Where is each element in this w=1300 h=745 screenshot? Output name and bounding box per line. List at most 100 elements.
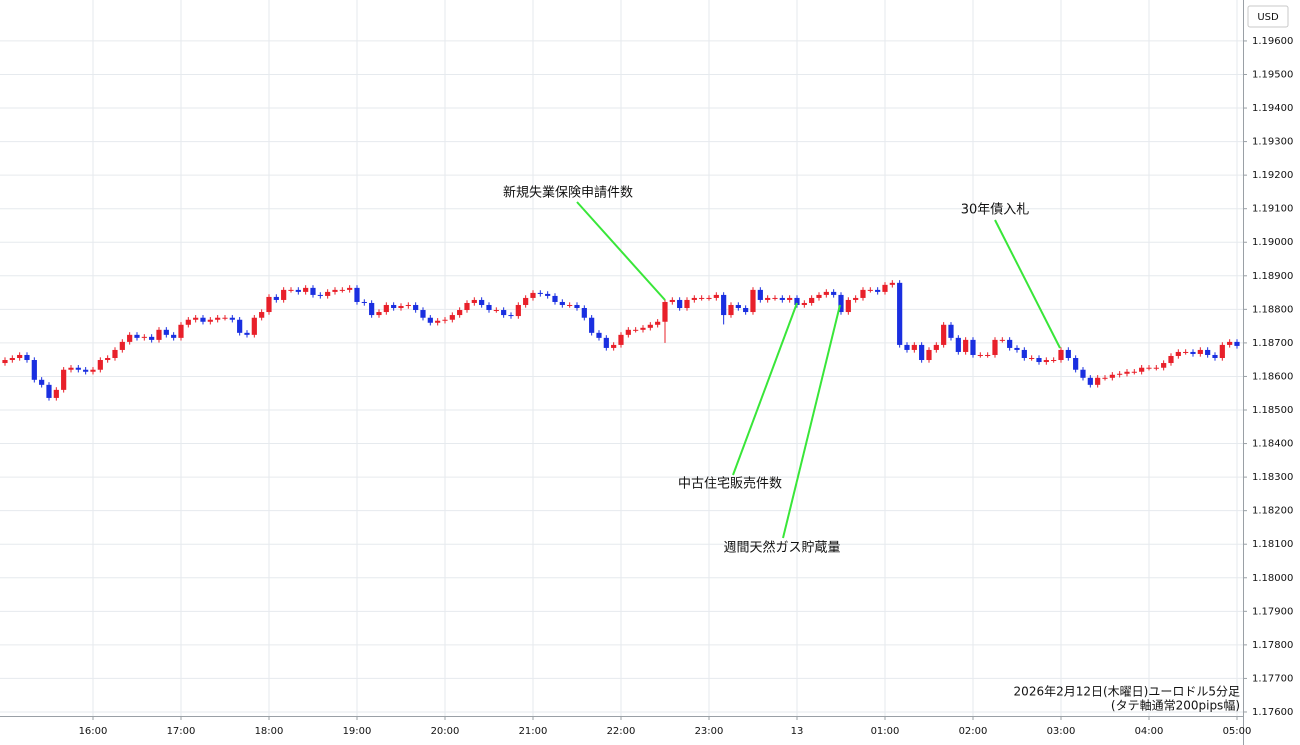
grid <box>0 0 1243 716</box>
candle-body <box>831 291 837 295</box>
candle-body <box>2 360 8 364</box>
candle-body <box>229 317 235 320</box>
candle-body <box>68 367 74 370</box>
candle-body <box>1102 377 1108 379</box>
candle-body <box>589 317 595 333</box>
candle-body <box>479 299 485 305</box>
x-tick-label: 20:00 <box>431 726 460 737</box>
candle-body <box>603 337 609 348</box>
candle-body <box>941 324 947 345</box>
candle-body <box>391 304 397 309</box>
x-tick-label: 16:00 <box>79 726 108 737</box>
y-tick-label: 1.17800 <box>1252 640 1293 651</box>
candle-body <box>1146 367 1152 369</box>
candle-body <box>141 336 147 338</box>
caption-line: (タテ軸通常200pips幅) <box>1111 698 1240 713</box>
x-tick-label: 23:00 <box>695 726 724 737</box>
candle-body <box>911 344 917 350</box>
annotation-line <box>732 302 798 476</box>
candle-body <box>119 341 125 350</box>
candle-body <box>171 334 177 338</box>
candle-body <box>662 301 668 322</box>
candle-body <box>684 299 690 309</box>
candle-body <box>442 319 448 321</box>
candle-body <box>361 301 367 303</box>
candle-body <box>1095 377 1101 385</box>
candle-body <box>699 297 705 299</box>
candle-body <box>750 289 756 313</box>
candle-body <box>295 289 301 292</box>
candle-body <box>633 329 639 331</box>
candle-body <box>889 282 895 285</box>
candle-body <box>1175 351 1181 356</box>
candle-body <box>1007 339 1013 348</box>
annotation-label: 中古住宅販売件数 <box>678 476 782 492</box>
candle-body <box>486 304 492 311</box>
candle-body <box>75 367 81 370</box>
candle-body <box>926 349 932 361</box>
candle-body <box>713 294 719 298</box>
y-tick-label: 1.19200 <box>1252 170 1293 181</box>
candle-body <box>405 304 411 306</box>
candle-body <box>970 339 976 355</box>
candle-body <box>39 379 45 385</box>
y-tick-label: 1.17700 <box>1252 673 1293 684</box>
candle-body <box>567 304 573 306</box>
candle-body <box>149 336 155 340</box>
candle-body <box>530 292 536 298</box>
candle-body <box>977 354 983 356</box>
candle-body <box>222 317 228 319</box>
candle-body <box>457 310 463 316</box>
candle-body <box>185 319 191 325</box>
candle-body <box>9 358 15 361</box>
candle-body <box>237 319 243 333</box>
candle-body <box>1021 349 1027 358</box>
candle-body <box>105 358 111 361</box>
candle-body <box>581 308 587 318</box>
x-tick-label: 05:00 <box>1223 726 1252 737</box>
annotation-label: 週間天然ガス貯蔵量 <box>723 540 840 556</box>
candle-body <box>955 337 961 352</box>
y-tick-label: 1.18700 <box>1252 338 1293 349</box>
annotation-label: 新規失業保険申請件数 <box>503 185 633 201</box>
candle-body <box>383 304 389 313</box>
candle-body <box>625 329 631 335</box>
candle-body <box>332 289 338 292</box>
candle-body <box>427 317 433 323</box>
candle-body <box>706 297 712 299</box>
x-tick-label: 13 <box>791 726 804 737</box>
candle-body <box>435 320 441 323</box>
candle-body <box>611 344 617 348</box>
y-tick-label: 1.17600 <box>1252 707 1293 718</box>
candles <box>2 280 1240 401</box>
candle-body <box>1036 358 1042 363</box>
candle-body <box>134 334 140 338</box>
y-tick-label: 1.19100 <box>1252 204 1293 215</box>
x-tick-label: 04:00 <box>1135 726 1164 737</box>
time-axis: 16:00 17:00 18:00 19:00 20:00 21:00 22:00 23:00… <box>79 716 1252 737</box>
candle-body <box>787 297 793 300</box>
candle-body <box>735 304 741 309</box>
annotation-line <box>994 219 1061 349</box>
candle-body <box>647 324 653 328</box>
candle-body <box>310 287 316 295</box>
candle-body <box>669 299 675 302</box>
y-tick-label: 1.18400 <box>1252 439 1293 450</box>
candle-body <box>537 292 543 294</box>
candle-body <box>1161 363 1167 368</box>
candle-body <box>1109 374 1115 378</box>
y-tick-label: 1.18100 <box>1252 539 1293 550</box>
price-axis: 1.17600 1.17700 1.17800 1.17900 1.18000 1.181… <box>1243 36 1293 718</box>
candle-body <box>493 310 499 312</box>
candle-body <box>1168 355 1174 364</box>
candle-body <box>501 310 507 316</box>
candle-body <box>215 317 221 320</box>
candle-body <box>845 299 851 313</box>
candle-body <box>288 289 294 291</box>
candle-body <box>838 294 844 313</box>
candle-body <box>772 297 778 299</box>
candle-body <box>266 296 272 313</box>
candle-body <box>765 297 771 300</box>
candle-body <box>83 369 89 372</box>
x-tick-label: 22:00 <box>607 726 636 737</box>
